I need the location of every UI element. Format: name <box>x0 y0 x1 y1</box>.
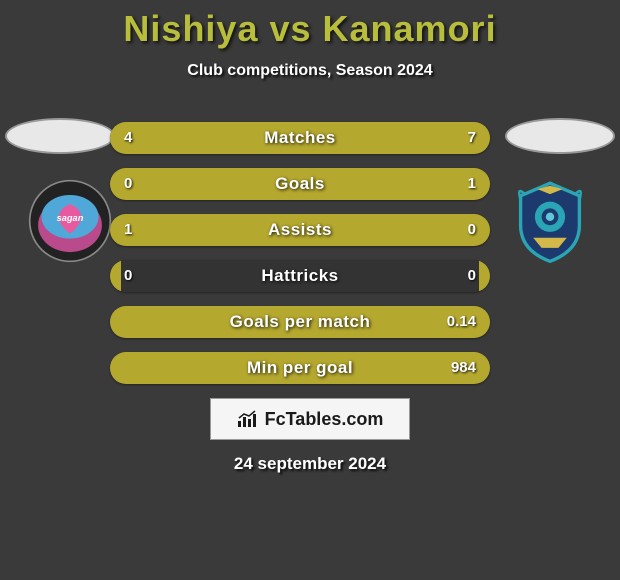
stats-container: 4 Matches 7 0 Goals 1 1 Assists 0 0 Hatt… <box>110 122 490 398</box>
stat-row-assists: 1 Assists 0 <box>110 214 490 246</box>
chart-icon <box>237 410 259 428</box>
brand-link[interactable]: FcTables.com <box>210 398 410 440</box>
stat-label: Assists <box>110 214 490 246</box>
stat-row-goals: 0 Goals 1 <box>110 168 490 200</box>
avatar-left <box>5 118 115 154</box>
stat-right-value: 1 <box>468 168 476 200</box>
stat-right-value: 984 <box>451 352 476 384</box>
stat-label: Goals <box>110 168 490 200</box>
club-badge-left: sagan <box>25 179 115 263</box>
avatar-right <box>505 118 615 154</box>
stat-label: Hattricks <box>110 260 490 292</box>
stat-right-value: 0 <box>468 214 476 246</box>
stat-right-value: 0.14 <box>447 306 476 338</box>
stat-label: Matches <box>110 122 490 154</box>
club-badge-right <box>505 179 595 263</box>
stat-label: Min per goal <box>110 352 490 384</box>
stat-right-value: 0 <box>468 260 476 292</box>
stat-right-value: 7 <box>468 122 476 154</box>
svg-text:sagan: sagan <box>57 213 84 223</box>
page-subtitle: Club competitions, Season 2024 <box>0 62 620 80</box>
page-title: Nishiya vs Kanamori <box>0 0 620 50</box>
stat-row-matches: 4 Matches 7 <box>110 122 490 154</box>
stat-row-goals-per-match: Goals per match 0.14 <box>110 306 490 338</box>
stat-row-min-per-goal: Min per goal 984 <box>110 352 490 384</box>
date-text: 24 september 2024 <box>0 454 620 474</box>
stat-label: Goals per match <box>110 306 490 338</box>
brand-text: FcTables.com <box>265 409 384 430</box>
stat-row-hattricks: 0 Hattricks 0 <box>110 260 490 292</box>
